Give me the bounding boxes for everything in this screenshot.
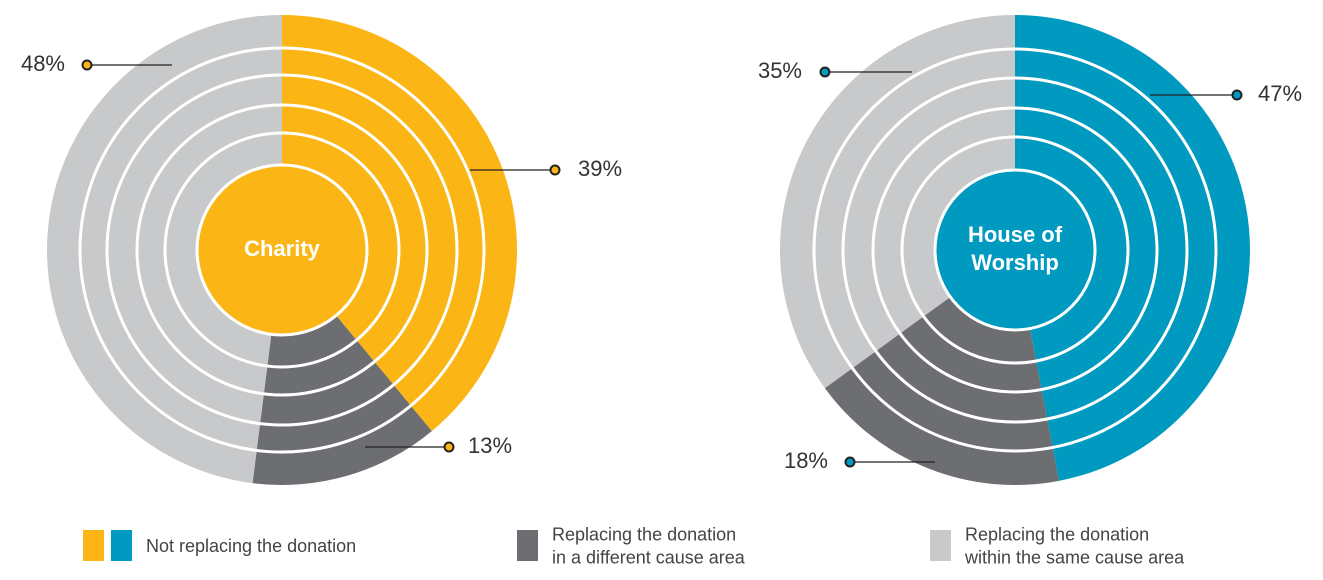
callout-dot — [443, 441, 455, 453]
value-label: 48% — [21, 51, 65, 76]
legend-label: Replacing the donation — [552, 524, 736, 544]
center-circle — [195, 163, 369, 337]
value-label: 47% — [1258, 81, 1302, 106]
legend-label: Replacing the donation — [965, 524, 1149, 544]
ring-separator — [812, 47, 1218, 453]
ring-separator — [105, 73, 459, 427]
ring-separator — [163, 131, 401, 369]
legend-label: in a different cause area — [552, 547, 746, 567]
callout-dot — [549, 164, 561, 176]
value-label: 18% — [784, 448, 828, 473]
pie-slice — [1015, 15, 1250, 481]
legend-swatch — [930, 530, 951, 561]
legend-swatch — [83, 530, 104, 561]
value-label: 13% — [468, 433, 512, 458]
value-label: 39% — [578, 156, 622, 181]
callout-dot — [1231, 89, 1243, 101]
callout-dot — [844, 456, 856, 468]
center-label: House of — [968, 222, 1063, 247]
center-circle — [933, 168, 1097, 332]
center-label: Charity — [244, 236, 321, 261]
legend-swatch — [517, 530, 538, 561]
value-label: 35% — [758, 58, 802, 83]
legend-swatch — [111, 530, 132, 561]
ring-separator — [841, 76, 1189, 424]
ring-separator — [135, 103, 429, 397]
ring-separator — [78, 46, 486, 454]
callout-dot — [81, 59, 93, 71]
center-label: Worship — [971, 250, 1059, 275]
pie-slice — [780, 15, 1015, 389]
legend-label: within the same cause area — [964, 547, 1185, 567]
ring-separator — [900, 135, 1130, 365]
ring-separator — [871, 106, 1159, 394]
callout-dot — [819, 66, 831, 78]
legend-label: Not replacing the donation — [146, 536, 356, 556]
